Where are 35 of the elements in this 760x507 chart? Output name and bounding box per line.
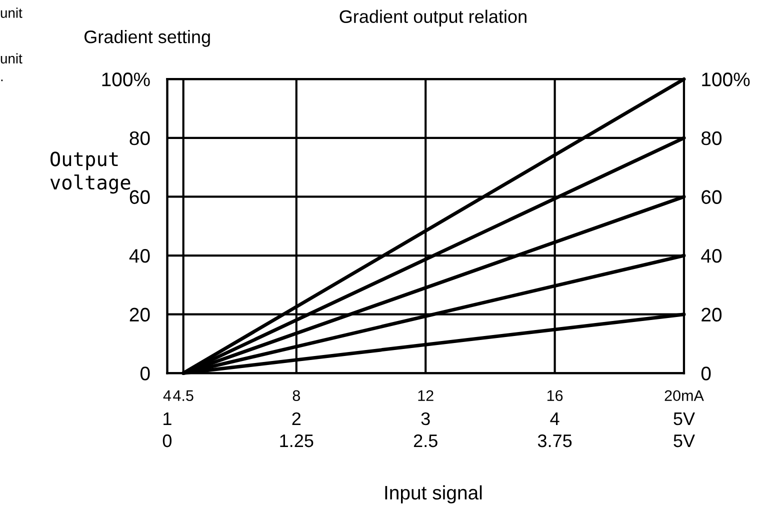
text: 1 (164, 412, 172, 425)
y-tick-label: 80 (130, 131, 150, 146)
text: unit (0, 8, 22, 18)
y-axis-title: Output voltage (50, 152, 130, 194)
y2-tick-label: 60 (702, 190, 722, 204)
text: 4 (550, 412, 560, 425)
y-tick-label: 0 (140, 366, 150, 380)
x-tick-label: 16 (547, 390, 563, 402)
x-tick-label: 4 (163, 390, 171, 401)
text: unit (0, 53, 22, 64)
y-tick-label: 40 (129, 248, 150, 263)
y2-tick-label: 80 (702, 131, 722, 146)
x-tick-label: 20mA (664, 390, 704, 402)
text: 3 (421, 412, 430, 426)
x2-tick-label: 3.75 (538, 434, 572, 448)
text: . (1, 80, 3, 82)
x-axis-title: Input signal (385, 485, 482, 504)
text: 5V (674, 412, 695, 426)
y2-tick-label: 100% (702, 72, 750, 86)
chart-title: Gradient output relation (340, 10, 526, 27)
x-tick-label: 4.5 (173, 390, 194, 402)
x2-tick-label: 0 (162, 434, 172, 448)
x2-tick-label: 5V (674, 434, 695, 448)
y-tick-label: 100% (102, 72, 150, 86)
y2-tick-label: 20 (702, 308, 722, 322)
x2-tick-label: 2.5 (414, 434, 438, 448)
x-tick-label: 8 (292, 390, 300, 402)
y2-tick-label: 40 (701, 248, 722, 263)
y-tick-label: 20 (130, 308, 150, 322)
text: Gradient setting (84, 30, 210, 47)
y2-tick-label: 0 (701, 366, 711, 380)
x-tick-label: 12 (418, 390, 434, 401)
x2-tick-label: 1.25 (280, 434, 314, 448)
y-tick-label: 60 (130, 190, 150, 204)
text: 2 (292, 412, 301, 425)
